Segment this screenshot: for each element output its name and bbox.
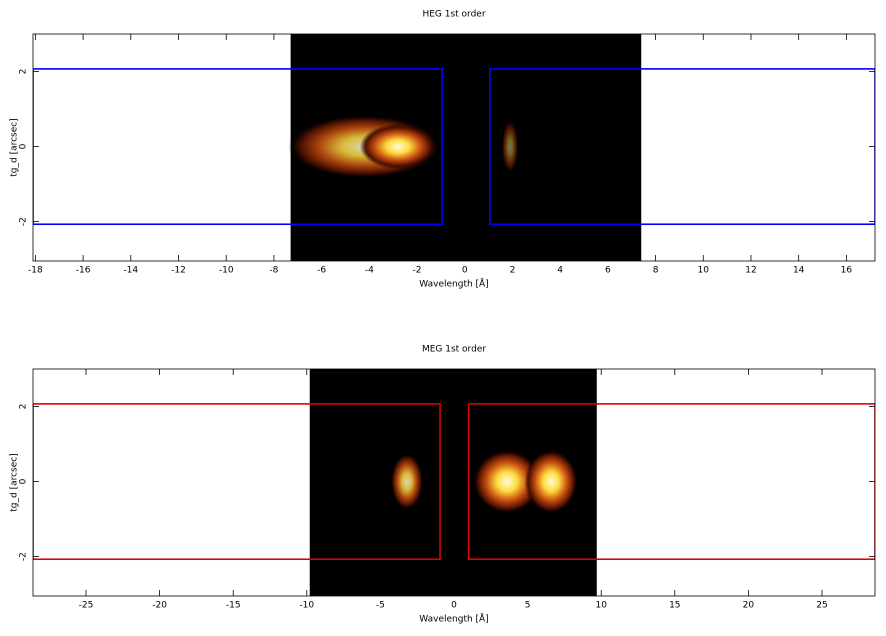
x-tick-label: -12: [171, 266, 186, 276]
x-tick-label: -6: [317, 266, 326, 276]
x-tick-label: 5: [525, 601, 531, 611]
y-tick-label: 2: [19, 404, 29, 410]
x-tick-label: 14: [793, 266, 805, 276]
x-tick-label: 10: [595, 601, 607, 611]
y-tick-label: 2: [19, 69, 29, 75]
x-tick-label: 25: [816, 601, 827, 611]
x-tick-label: 0: [462, 266, 468, 276]
emission-blob: [501, 120, 519, 173]
x-tick-label: -4: [365, 266, 374, 276]
x-tick-label: -25: [79, 601, 94, 611]
extraction-region: [33, 68, 443, 226]
x-tick-label: -14: [123, 266, 138, 276]
y-tick-label: 0: [19, 143, 29, 149]
plot-area: [33, 369, 875, 596]
extraction-region: [467, 403, 875, 561]
extraction-region: [488, 68, 875, 226]
x-axis-label: Wavelength [Å]: [419, 613, 488, 625]
emission-blob: [524, 449, 578, 514]
y-axis-label: tg_d [arcsec]: [10, 118, 20, 176]
x-tick-label: 10: [698, 266, 710, 276]
chart-title: HEG 1st order: [422, 10, 485, 20]
x-tick-label: 6: [605, 266, 611, 276]
y-tick-label: -2: [19, 217, 29, 226]
chart-title: MEG 1st order: [422, 345, 486, 355]
x-tick-label: -15: [226, 601, 241, 611]
x-tick-label: 4: [557, 266, 563, 276]
x-tick-label: 16: [841, 266, 853, 276]
x-tick-label: -16: [76, 266, 91, 276]
x-tick-label: -18: [28, 266, 43, 276]
x-tick-label: -10: [219, 266, 234, 276]
emission-blob: [359, 124, 437, 170]
x-tick-label: -10: [299, 601, 314, 611]
x-tick-label: 2: [510, 266, 516, 276]
x-tick-label: 12: [745, 266, 756, 276]
x-tick-label: 15: [669, 601, 680, 611]
x-tick-label: 8: [653, 266, 659, 276]
x-tick-label: -20: [152, 601, 167, 611]
x-tick-label: -5: [376, 601, 385, 611]
x-tick-label: -8: [269, 266, 278, 276]
plot-area: [33, 34, 875, 261]
emission-blob: [390, 453, 424, 510]
x-tick-label: 0: [451, 601, 457, 611]
y-tick-label: 0: [19, 478, 29, 484]
y-tick-label: -2: [19, 552, 29, 561]
x-axis-label: Wavelength [Å]: [419, 278, 488, 290]
y-axis-label: tg_d [arcsec]: [10, 453, 20, 511]
emission-blob: [473, 449, 541, 514]
axes-frame: [32, 33, 876, 262]
x-tick-label: 20: [743, 601, 755, 611]
extraction-region: [33, 403, 441, 561]
x-tick-label: -2: [413, 266, 422, 276]
